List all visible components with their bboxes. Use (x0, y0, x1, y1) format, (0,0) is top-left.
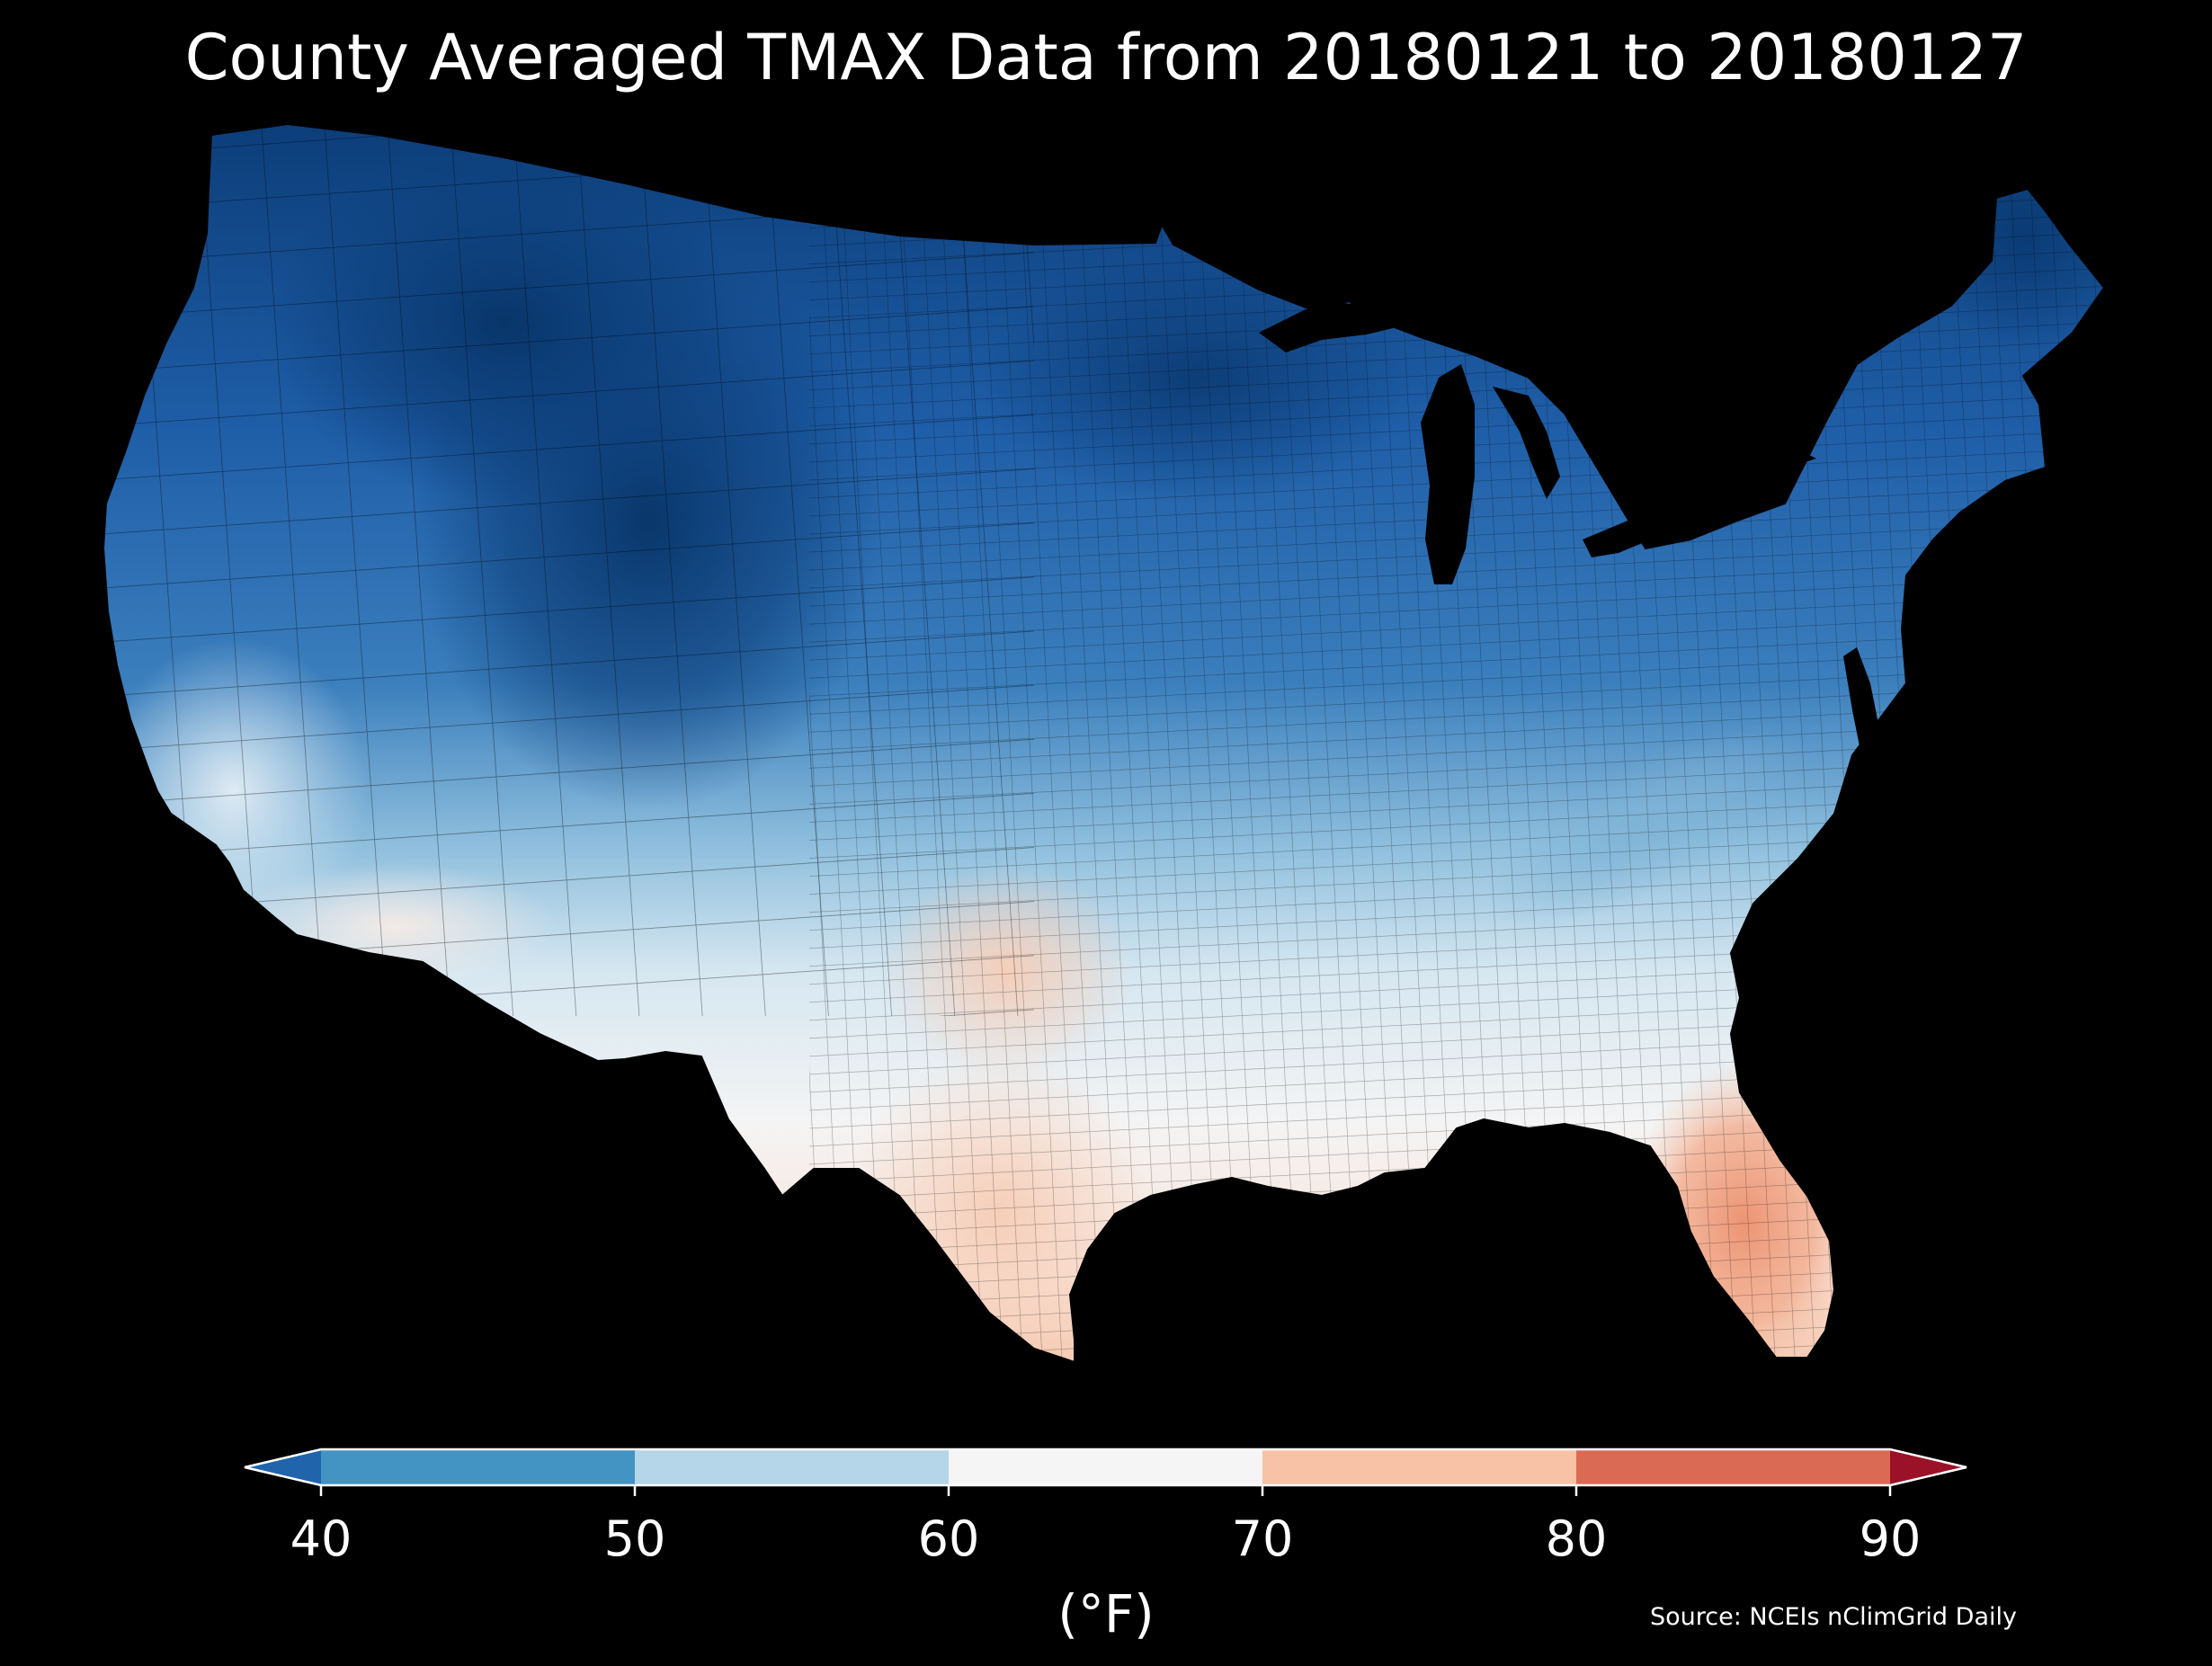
colorbar-unit-label: (°F) (1057, 1583, 1155, 1644)
source-credit: Source: NCEIs nClimGrid Daily (1650, 1603, 2017, 1631)
colorbar-extend-high (1890, 1449, 1967, 1485)
chart-title: County Averaged TMAX Data from 20180121 … (184, 21, 2028, 94)
colorbar-segment-40-50 (321, 1449, 635, 1485)
colorbar-segment-50-60 (635, 1449, 949, 1485)
colorbar-tick-70: 70 (1231, 1510, 1294, 1567)
colorbar-segment-80-90 (1576, 1449, 1890, 1485)
colorbar-tick-80: 80 (1545, 1510, 1608, 1567)
chesapeake-bay (1843, 647, 1879, 764)
great-lakes (1259, 301, 1816, 584)
colorbar-extend-low (245, 1449, 321, 1485)
colorbar-tick-60: 60 (917, 1510, 980, 1567)
colorbar-segment-60-70 (949, 1449, 1262, 1485)
colorbar-tick-40: 40 (290, 1510, 352, 1567)
colorbar-segment-70-80 (1262, 1449, 1576, 1485)
us-outline (102, 122, 2106, 1364)
colorbar-tick-90: 90 (1859, 1510, 1922, 1567)
colorbar-tick-50: 50 (603, 1510, 666, 1567)
